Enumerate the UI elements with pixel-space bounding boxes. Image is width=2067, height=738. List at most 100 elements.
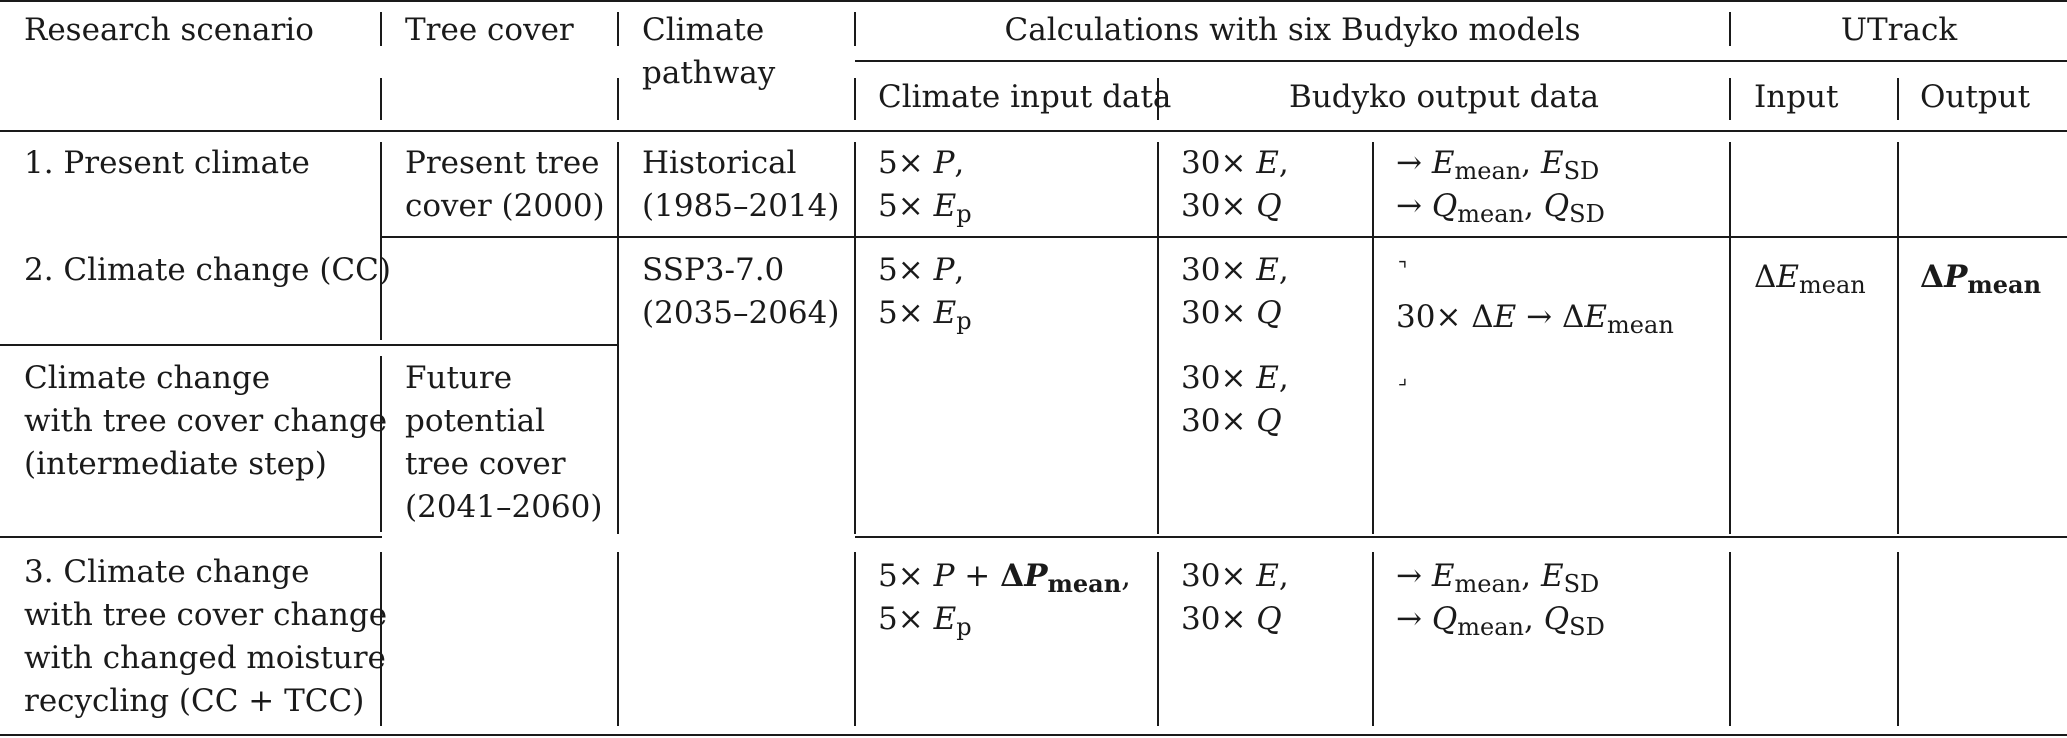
subscript: SD [1563, 157, 1600, 185]
header-budyko-output: Budyko output data [1289, 79, 1599, 115]
header-budyko-group: Calculations with six Budyko models [1004, 12, 1581, 48]
evap-symbol: E [1256, 145, 1279, 181]
subscript: mean [1967, 270, 2042, 299]
row3-stats-evap: → Emean, ESD [1396, 558, 1600, 598]
row2-output-evap: 30× E, [1181, 252, 1289, 288]
subscript: p [956, 613, 972, 641]
col-divider [380, 356, 382, 532]
subscript: mean [1047, 569, 1122, 598]
row1-output-runoff: 30× Q [1181, 185, 1282, 228]
row3-output-evap: 30× E, [1181, 558, 1289, 594]
precip-symbol: P [1024, 558, 1048, 594]
header-utrack-input: Input [1754, 79, 1839, 115]
row3-scenario-line4: recycling (CC + TCC) [24, 683, 365, 719]
precip-symbol: P [933, 252, 955, 288]
row2-pathway-line2: (2035–2064) [642, 295, 840, 331]
runoff-symbol: Q [1543, 601, 1570, 637]
header-utrack-output: Output [1920, 79, 2031, 115]
rule-budyko-group [855, 60, 2067, 62]
row2b-tree-cover-line1: Future [405, 360, 513, 396]
runoff-symbol: Q [1431, 601, 1458, 637]
header-tree-cover: Tree cover [405, 12, 574, 48]
evap-symbol: E [1584, 299, 1608, 335]
row2-input-pet: 5× Ep [878, 292, 972, 335]
evap-symbol: E [1431, 145, 1455, 181]
col-divider [1729, 142, 1731, 534]
col-divider [1897, 552, 1899, 726]
subscript: SD [1569, 613, 1605, 641]
col-divider [617, 78, 619, 120]
row2b-output-runoff: 30× Q [1181, 400, 1282, 443]
count: 30× [1181, 188, 1247, 224]
col-divider [854, 552, 856, 726]
row1-output-evap: 30× E, [1181, 145, 1289, 181]
col-divider [617, 12, 619, 46]
col-divider [380, 552, 382, 726]
row1-pathway-line1: Historical [642, 145, 797, 181]
subscript: mean [1454, 570, 1522, 598]
hooked-arrow-up-icon: ⌟ [1398, 365, 1408, 389]
subscript: p [956, 200, 972, 228]
runoff-symbol: Q [1256, 601, 1282, 637]
right-arrow-icon: → [1526, 299, 1553, 335]
col-divider [380, 142, 382, 340]
row3-scenario-line2: with tree cover change [24, 597, 388, 633]
delta-symbol: Δ [1471, 299, 1494, 335]
col-divider [380, 12, 382, 46]
row3-output-runoff: 30× Q [1181, 598, 1282, 641]
runoff-symbol: Q [1256, 188, 1282, 224]
evap-symbol: E [1540, 145, 1564, 181]
row2b-tree-cover-line4: (2041–2060) [405, 489, 603, 525]
col-divider [1729, 552, 1731, 726]
row3-scenario-line3: with changed moisture [24, 640, 386, 676]
col-divider [1157, 552, 1159, 726]
subscript: mean [1607, 311, 1674, 339]
evap-symbol: E [1256, 252, 1279, 288]
row3-scenario-line1: 3. Climate change [24, 554, 310, 590]
count: 30× [1181, 252, 1247, 288]
right-arrow-icon: → [1396, 601, 1422, 637]
delta-symbol: Δ [1562, 299, 1585, 335]
subscript: SD [1569, 200, 1605, 228]
rule-row2b-bottom-right [855, 536, 2067, 538]
row2b-tree-cover-line2: potential [405, 403, 546, 439]
count: 5× [878, 558, 924, 594]
right-arrow-icon: → [1396, 558, 1422, 594]
count: 5× [878, 252, 924, 288]
row2b-scenario-line1: Climate change [24, 360, 271, 396]
col-divider [1157, 142, 1159, 534]
col-divider [1897, 142, 1899, 534]
row2-utrack-input: ΔEmean [1754, 256, 1866, 299]
rule-top [0, 0, 2067, 2]
row3-stats-runoff: → Qmean, QSD [1396, 601, 1605, 641]
row1-pathway-line2: (1985–2014) [642, 188, 840, 224]
subscript: SD [1563, 570, 1600, 598]
row2-output-runoff: 30× Q [1181, 292, 1282, 335]
col-divider [617, 552, 619, 726]
pet-symbol: E [933, 188, 957, 224]
evap-symbol: E [1256, 558, 1279, 594]
row2b-output-evap: 30× E, [1181, 360, 1289, 396]
pet-symbol: E [933, 295, 957, 331]
rule-row2-bottom [0, 344, 618, 346]
row2-input-precip: 5× P, [878, 252, 965, 288]
evap-symbol: E [1776, 259, 1800, 295]
evap-symbol: E [1540, 558, 1564, 594]
row1-tree-cover-line1: Present tree [405, 145, 600, 181]
rule-row1-bottom [382, 236, 2067, 238]
col-divider [1372, 142, 1374, 534]
subscript: mean [1799, 271, 1866, 299]
col-divider [380, 78, 382, 120]
row3-input-pet: 5× Ep [878, 598, 972, 641]
subscript: mean [1457, 613, 1524, 641]
header-research-scenario: Research scenario [24, 12, 314, 48]
row1-stats-evap: → Emean, ESD [1396, 145, 1600, 185]
rule-row2b-bottom [0, 536, 382, 538]
precip-symbol: P [933, 145, 955, 181]
row2-utrack-output: ΔPmean [1920, 256, 2041, 299]
header-climate-input: Climate input data [878, 79, 1172, 115]
delta-symbol: Δ [1000, 558, 1025, 594]
row2-pathway-line1: SSP3-7.0 [642, 252, 785, 288]
count: 5× [878, 188, 924, 224]
subscript: mean [1457, 200, 1524, 228]
